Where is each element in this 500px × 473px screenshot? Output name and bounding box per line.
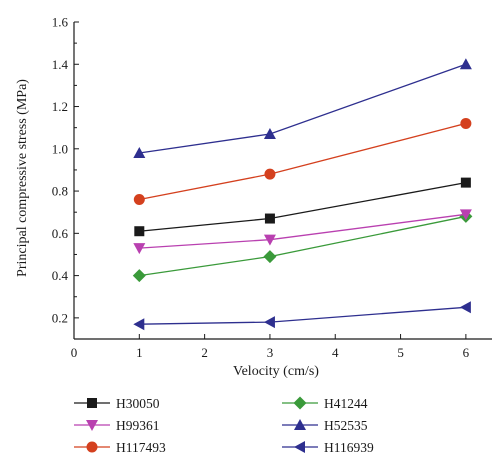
legend-marker — [294, 441, 305, 453]
series-line — [139, 306, 466, 325]
legend-label: H30050 — [116, 396, 160, 411]
data-point — [460, 177, 471, 188]
x-tick-label: 6 — [463, 345, 470, 360]
data-point — [133, 243, 146, 255]
legend-item: H52535 — [282, 418, 368, 433]
legend-item: H116939 — [282, 440, 374, 455]
data-point — [134, 226, 145, 237]
x-tick-label: 2 — [201, 345, 208, 360]
data-point — [132, 269, 146, 283]
series-h52535 — [133, 58, 472, 159]
series-line — [139, 63, 467, 154]
data-point — [263, 316, 275, 329]
data-point — [263, 234, 276, 246]
series-h99361 — [133, 209, 472, 255]
x-tick-label: 0 — [71, 345, 78, 360]
y-axis-label: Principal compressive stress (MPa) — [15, 79, 30, 277]
data-point — [133, 318, 145, 331]
legend-label: H99361 — [116, 418, 160, 433]
series-h117493 — [133, 117, 472, 206]
series-h30050 — [134, 177, 471, 237]
legend-item: H30050 — [74, 396, 160, 411]
series-line — [139, 215, 467, 277]
series-h116939 — [133, 301, 471, 331]
y-tick-label: 1.4 — [52, 57, 69, 72]
y-tick-label: 1.0 — [52, 141, 68, 156]
y-tick-label: 1.6 — [52, 15, 69, 30]
legend-label: H41244 — [324, 396, 368, 411]
x-axis-label: Velocity (cm/s) — [233, 364, 319, 379]
x-tick-label: 5 — [397, 345, 404, 360]
data-point — [264, 168, 276, 180]
series-h41244 — [132, 209, 473, 283]
y-tick-label: 0.2 — [52, 310, 68, 325]
y-tick-label: 0.4 — [52, 268, 69, 283]
x-tick-label: 3 — [267, 345, 274, 360]
legend-item: H99361 — [74, 418, 160, 433]
y-tick-label: 1.2 — [52, 99, 68, 114]
legend-label: H117493 — [116, 440, 166, 455]
data-point — [459, 58, 472, 70]
legend-label: H116939 — [324, 440, 374, 455]
y-tick-label: 0.6 — [52, 226, 69, 241]
legend-marker — [293, 396, 307, 410]
legend-marker — [294, 419, 306, 430]
legend-marker — [86, 441, 98, 453]
legend-item: H117493 — [74, 440, 166, 455]
data-point — [133, 147, 146, 159]
x-tick-label: 1 — [136, 345, 143, 360]
legend: H30050 H41244 H99361 H52535 H117493 H116939 — [74, 396, 374, 455]
data-point — [264, 213, 275, 224]
x-tick-label: 4 — [332, 345, 339, 360]
axes: 0 1 2 3 4 5 6 0.2 0.4 0.6 0.8 1.0 1.2 1.4 1.6 — [52, 15, 492, 360]
legend-marker — [87, 398, 97, 408]
data-point — [459, 209, 472, 221]
series-line — [139, 122, 467, 201]
data-point — [460, 117, 472, 129]
data-point — [133, 194, 145, 206]
legend-label: H52535 — [324, 418, 368, 433]
y-tick-label: 0.8 — [52, 184, 68, 199]
series-layer — [132, 58, 473, 331]
legend-marker — [86, 420, 98, 431]
data-point — [263, 250, 277, 264]
series-line — [139, 213, 466, 249]
data-point — [263, 128, 276, 140]
legend-item: H41244 — [282, 396, 368, 411]
data-point — [459, 301, 471, 314]
